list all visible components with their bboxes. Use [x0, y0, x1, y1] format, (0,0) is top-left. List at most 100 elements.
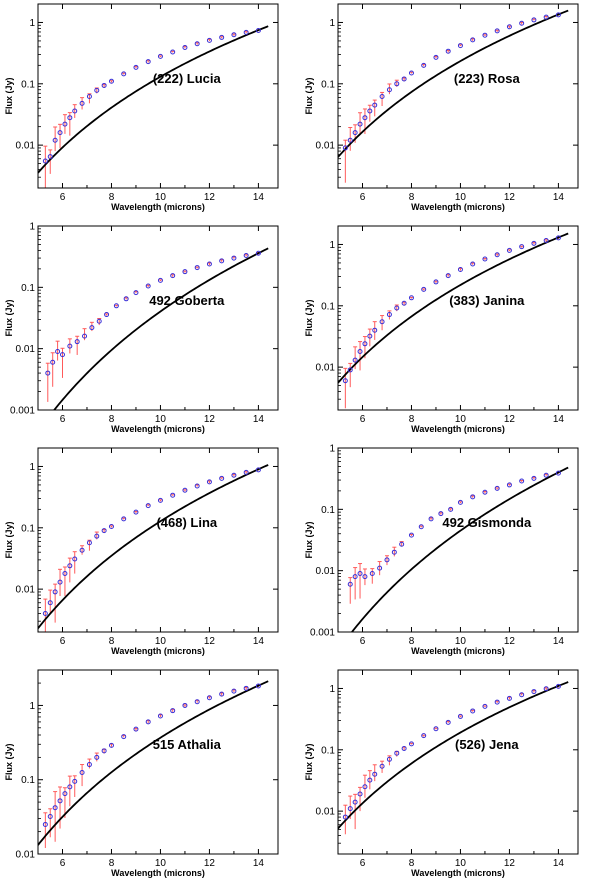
data-point	[445, 273, 451, 279]
data-point	[470, 261, 476, 267]
chart-panel-4: 6 8 10 12 14 0.01 0.1 1 Wavelength (microns) Flux…	[300, 222, 600, 444]
x-tick-label: 6	[360, 414, 366, 425]
plot-area	[45, 247, 269, 410]
data-point	[157, 713, 163, 719]
data-point	[243, 253, 249, 259]
y-tick-label: 0.01	[16, 850, 36, 861]
data-point	[379, 319, 385, 325]
data-point	[470, 494, 476, 500]
data-point	[543, 472, 549, 478]
data-point	[543, 14, 549, 20]
x-tick-label: 10	[155, 636, 167, 647]
data-point	[133, 509, 139, 515]
data-point	[555, 235, 561, 241]
data-point	[231, 688, 237, 694]
y-tick-label: 0.001	[10, 406, 35, 417]
data-point	[428, 516, 434, 522]
y-axis: 0.01 0.1 1	[16, 18, 278, 178]
data-point	[342, 378, 348, 384]
data-point	[519, 244, 525, 250]
data-point	[531, 240, 537, 246]
x-tick-label: 14	[253, 192, 265, 203]
data-point	[133, 726, 139, 732]
data-point	[255, 467, 261, 473]
data-point	[182, 487, 188, 493]
data-point	[219, 258, 225, 264]
x-tick-label: 14	[253, 414, 265, 425]
data-point	[47, 600, 53, 606]
x-tick-label: 6	[360, 858, 366, 869]
data-point	[194, 483, 200, 489]
data-point	[362, 115, 368, 121]
data-point	[506, 247, 512, 253]
chart-svg: 6 8 10 12 14 0.01 0.1 1 Wavelength (microns) Flux…	[4, 3, 279, 212]
data-point	[108, 78, 114, 84]
data-point	[42, 158, 48, 164]
x-axis-label: Wavelength (microns)	[111, 868, 205, 878]
data-point	[342, 145, 348, 151]
x-axis: 6 8 10 12 14	[337, 4, 564, 203]
y-tick-label: 0.01	[16, 585, 36, 596]
data-point	[433, 54, 439, 60]
data-point	[86, 540, 92, 546]
data-point	[194, 265, 200, 271]
y-axis: 0.01 0.1 1	[316, 684, 578, 844]
x-axis: 6 8 10 12 14	[337, 448, 564, 647]
y-axis: 0.01 0.1 1	[16, 462, 278, 622]
y-tick-label: 0.01	[316, 807, 336, 818]
data-point	[243, 29, 249, 35]
data-point	[182, 45, 188, 51]
y-tick-label: 0.01	[16, 344, 36, 355]
y-tick-label: 0.01	[16, 141, 36, 152]
data-point	[255, 250, 261, 256]
data-point	[104, 312, 110, 318]
data-point	[401, 76, 407, 82]
chart-svg: 6 8 10 12 14 0.01 0.1 1 Wavelength (microns) Flux…	[4, 447, 279, 656]
y-axis-label: Flux (Jy)	[4, 299, 14, 336]
x-tick-label: 10	[455, 414, 467, 425]
chart-svg: 6 8 10 12 14 0.01 0.1 1 Wavelength (microns) Flux…	[304, 225, 579, 434]
data-point	[362, 574, 368, 580]
data-point	[170, 273, 176, 279]
axes-frame	[37, 669, 279, 855]
data-point	[52, 137, 58, 143]
x-axis: 6 8 10 12 14	[37, 448, 264, 647]
data-point	[445, 48, 451, 54]
data-point	[52, 805, 58, 811]
data-point	[94, 533, 100, 539]
data-point	[482, 256, 488, 262]
data-point	[57, 579, 63, 585]
model-curve	[338, 681, 569, 830]
data-point	[519, 20, 525, 26]
data-point	[231, 32, 237, 38]
data-point	[531, 17, 537, 23]
y-axis: 0.01 0.1 1	[316, 18, 578, 178]
data-point	[206, 37, 212, 43]
x-tick-label: 10	[455, 636, 467, 647]
chart-panel-5: 6 8 10 12 14 0.01 0.1 1 Wavelength (microns) Flux…	[0, 444, 300, 666]
x-axis: 6 8 10 12 14	[37, 670, 264, 869]
y-tick-label: 0.1	[21, 775, 35, 786]
model-curve	[338, 232, 569, 384]
data-point	[494, 252, 500, 258]
data-point	[519, 692, 525, 698]
data-point	[379, 94, 385, 100]
x-tick-label: 8	[409, 858, 415, 869]
data-point	[408, 70, 414, 76]
plot-area	[38, 680, 269, 848]
data-point	[494, 485, 500, 491]
data-point	[72, 778, 78, 784]
data-point	[433, 726, 439, 732]
chart-panel-1: 6 8 10 12 14 0.01 0.1 1 Wavelength (microns) Flux…	[0, 0, 300, 222]
data-point	[555, 470, 561, 476]
data-point	[394, 81, 400, 87]
chart-panel-3: 6 8 10 12 14 0.001 0.01 0.1 1 Wavelength (microns…	[0, 222, 300, 444]
data-points	[347, 470, 561, 587]
data-point	[352, 130, 358, 136]
model-curve	[350, 466, 569, 632]
y-tick-label: 1	[29, 462, 35, 473]
data-point	[194, 699, 200, 705]
data-point	[231, 255, 237, 261]
data-point	[357, 791, 363, 797]
